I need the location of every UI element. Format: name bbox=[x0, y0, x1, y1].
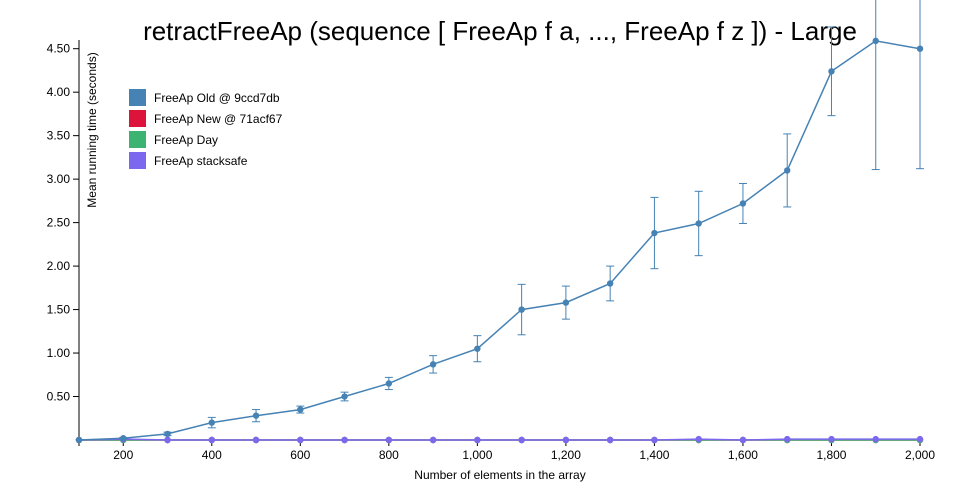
x-tick-label: 800 bbox=[379, 448, 399, 462]
series-0 bbox=[75, 0, 924, 444]
legend-label: FreeAp Old @ 9ccd7db bbox=[154, 91, 280, 105]
data-point bbox=[297, 406, 304, 413]
data-point bbox=[651, 436, 658, 444]
y-tick-label: 2.50 bbox=[47, 216, 71, 230]
x-axis: 200 400 600 800 1,000 1,200 1,400 1,600 1,800 2,0… bbox=[78, 439, 935, 462]
data-point bbox=[252, 436, 260, 444]
data-point bbox=[606, 436, 614, 444]
x-tick-label: 600 bbox=[290, 448, 310, 462]
y-tick-label: 2.00 bbox=[47, 259, 71, 273]
data-point bbox=[739, 200, 747, 207]
data-point bbox=[651, 229, 658, 237]
x-tick-label: 1,800 bbox=[816, 448, 846, 462]
data-point bbox=[695, 435, 702, 443]
data-point bbox=[297, 436, 304, 444]
data-point bbox=[872, 37, 879, 45]
data-point bbox=[429, 361, 437, 368]
x-axis-label: Number of elements in the array bbox=[414, 468, 585, 482]
data-point bbox=[120, 435, 127, 442]
data-point bbox=[739, 436, 747, 444]
y-tick-label: 1.00 bbox=[47, 346, 71, 360]
data-point bbox=[341, 393, 348, 400]
y-tick-label: 3.00 bbox=[47, 172, 71, 186]
legend-swatch bbox=[129, 110, 146, 127]
y-tick-label: 4.50 bbox=[47, 42, 71, 56]
x-tick-label: 400 bbox=[202, 448, 222, 462]
data-point bbox=[916, 435, 924, 443]
data-point bbox=[562, 436, 570, 444]
data-point bbox=[75, 436, 83, 444]
y-tick-label: 3.50 bbox=[47, 129, 71, 143]
data-point bbox=[872, 435, 879, 443]
data-point bbox=[252, 412, 260, 419]
data-point bbox=[518, 436, 525, 444]
data-point bbox=[164, 436, 171, 444]
chart-title: retractFreeAp (sequence [ FreeAp f a, ..… bbox=[143, 16, 857, 46]
data-point bbox=[916, 45, 924, 52]
legend-label: FreeAp Day bbox=[154, 133, 218, 147]
data-point bbox=[518, 306, 525, 313]
x-tick-label: 1,000 bbox=[462, 448, 492, 462]
data-point bbox=[828, 68, 835, 75]
data-point bbox=[784, 167, 791, 174]
data-point bbox=[828, 435, 835, 443]
legend-swatch bbox=[129, 131, 146, 148]
y-axis: 0.50 1.00 1.50 2.00 2.50 3.00 3.50 4.00 4.50 bbox=[47, 40, 80, 440]
legend-swatch bbox=[129, 89, 146, 106]
data-point bbox=[784, 435, 791, 443]
x-tick-label: 2,000 bbox=[905, 448, 935, 462]
data-point bbox=[385, 380, 393, 387]
data-point bbox=[208, 436, 215, 444]
legend: FreeAp Old @ 9ccd7db FreeAp New @ 71acf67… bbox=[129, 89, 283, 169]
y-tick-label: 1.50 bbox=[47, 303, 71, 317]
legend-label: FreeAp New @ 71acf67 bbox=[154, 112, 283, 126]
legend-label: FreeAp stacksafe bbox=[154, 154, 248, 168]
data-point bbox=[164, 430, 171, 438]
data-point bbox=[385, 436, 393, 444]
y-axis-label: Mean running time (seconds) bbox=[85, 52, 99, 207]
series-line bbox=[78, 40, 921, 441]
data-point bbox=[606, 280, 614, 287]
legend-swatch bbox=[129, 152, 146, 169]
x-tick-label: 1,600 bbox=[728, 448, 758, 462]
x-tick-label: 1,400 bbox=[639, 448, 669, 462]
series-layer bbox=[75, 0, 924, 444]
series-line bbox=[78, 438, 920, 441]
data-point bbox=[474, 345, 481, 352]
data-point bbox=[474, 436, 481, 444]
y-tick-label: 4.00 bbox=[47, 85, 71, 99]
series-3 bbox=[75, 435, 924, 444]
x-tick-label: 200 bbox=[113, 448, 133, 462]
y-tick-label: 0.50 bbox=[47, 390, 71, 404]
data-point bbox=[341, 436, 348, 444]
data-point bbox=[208, 419, 215, 426]
data-point bbox=[695, 220, 702, 227]
data-point bbox=[562, 299, 570, 306]
data-point bbox=[429, 436, 437, 444]
x-tick-label: 1,200 bbox=[551, 448, 581, 462]
